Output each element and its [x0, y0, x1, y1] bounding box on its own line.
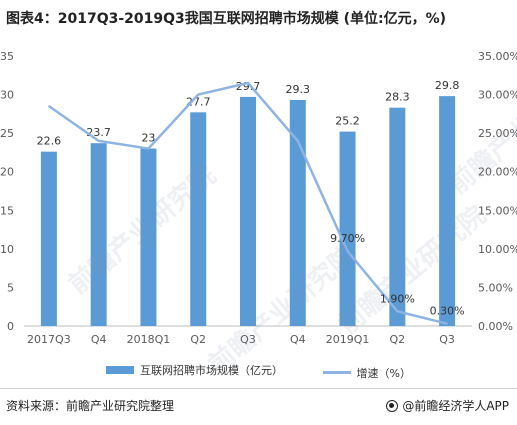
x-tick-label: Q4	[290, 333, 306, 346]
brand-credit: @前瞻经济学人APP	[386, 397, 509, 414]
x-tick-label: Q4	[91, 333, 107, 346]
legend-label-bar: 互联网招聘市场规模（亿元）	[140, 364, 284, 377]
x-tick-label: Q2	[190, 333, 206, 346]
y-left-tick-label: 10	[0, 243, 14, 256]
y-left-tick-label: 25	[0, 127, 14, 140]
growth-point	[446, 322, 448, 325]
bar	[140, 148, 157, 326]
bar-value-label: 23	[141, 132, 155, 145]
x-tick-label: 2017Q3	[27, 333, 71, 346]
growth-value-label: 0.30%	[430, 305, 465, 318]
chart-canvas: 0 5 10 15 20 25 30 35 0.00% 5.00% 10.00% 15.00% 20.0…	[0, 50, 517, 346]
bar	[339, 131, 356, 326]
bar-value-label: 22.6	[37, 135, 62, 148]
bar	[389, 107, 406, 326]
y-right-tick-label: 10.00%	[478, 243, 517, 256]
brand-logo-icon	[386, 399, 399, 412]
y-right-tick-label: 35.00%	[478, 50, 517, 63]
source-note: 资料来源：前瞻产业研究院整理	[6, 399, 175, 413]
legend-item-bar: 互联网招聘市场规模（亿元）	[106, 362, 283, 378]
bar-value-label: 27.7	[186, 95, 211, 108]
bar-value-label: 23.7	[86, 126, 111, 139]
bar	[190, 112, 207, 326]
bar-value-label: 25.2	[335, 115, 360, 128]
y-right-tick-label: 0.00%	[478, 320, 513, 333]
growth-point	[396, 310, 399, 313]
growth-point	[296, 140, 299, 142]
brand-credit-text: @前瞻经济学人APP	[402, 399, 509, 413]
growth-value-label: 9.70%	[330, 232, 365, 245]
y-left-tick-label: 5	[7, 281, 14, 294]
legend-item-line: 增速（%）	[322, 365, 411, 381]
chart-legend: 互联网招聘市场规模（亿元） 增速（%）	[0, 362, 517, 381]
chart-title: 图表4：2017Q3-2019Q3我国互联网招聘市场规模 (单位:亿元，%)	[6, 11, 447, 27]
y-right-tick-label: 20.00%	[478, 166, 517, 179]
footer: 资料来源：前瞻产业研究院整理 @前瞻经济学人APP	[0, 388, 517, 425]
y-right-tick-label: 5.00%	[478, 281, 513, 294]
y-left-tick-label: 30	[0, 89, 14, 102]
y-left-tick-label: 0	[7, 320, 14, 333]
y-right-tick-label: 30.00%	[478, 89, 517, 102]
x-tick-label: 2019Q1	[326, 333, 370, 346]
growth-point	[346, 250, 349, 252]
x-tick-label: 2018Q1	[127, 333, 171, 346]
x-tick-label: Q3	[439, 333, 455, 346]
growth-point	[48, 105, 50, 107]
y-left-tick-label: 15	[0, 204, 14, 217]
growth-point	[247, 82, 249, 84]
bar	[90, 143, 107, 326]
growth-point	[97, 140, 100, 142]
bar-value-label: 29.8	[435, 79, 460, 92]
y-right-tick-label: 15.00%	[478, 204, 517, 217]
bar	[40, 151, 57, 326]
bar-value-label: 29.3	[286, 83, 311, 96]
growth-point	[197, 93, 200, 96]
y-left-tick-label: 35	[0, 50, 14, 63]
bar-value-label: 28.3	[385, 91, 410, 104]
legend-swatch-line	[322, 371, 351, 374]
y-right-tick-label: 25.00%	[478, 127, 517, 140]
legend-label-line: 增速（%）	[356, 366, 411, 380]
x-tick-label: Q3	[240, 333, 256, 346]
y-left-tick-label: 20	[0, 166, 14, 179]
bar	[439, 96, 456, 326]
bar	[240, 96, 256, 326]
growth-value-label: 1.90%	[380, 292, 415, 305]
x-tick-label: Q2	[389, 333, 405, 346]
growth-point	[147, 147, 150, 150]
bar	[289, 99, 306, 326]
legend-swatch-bar	[106, 366, 135, 374]
